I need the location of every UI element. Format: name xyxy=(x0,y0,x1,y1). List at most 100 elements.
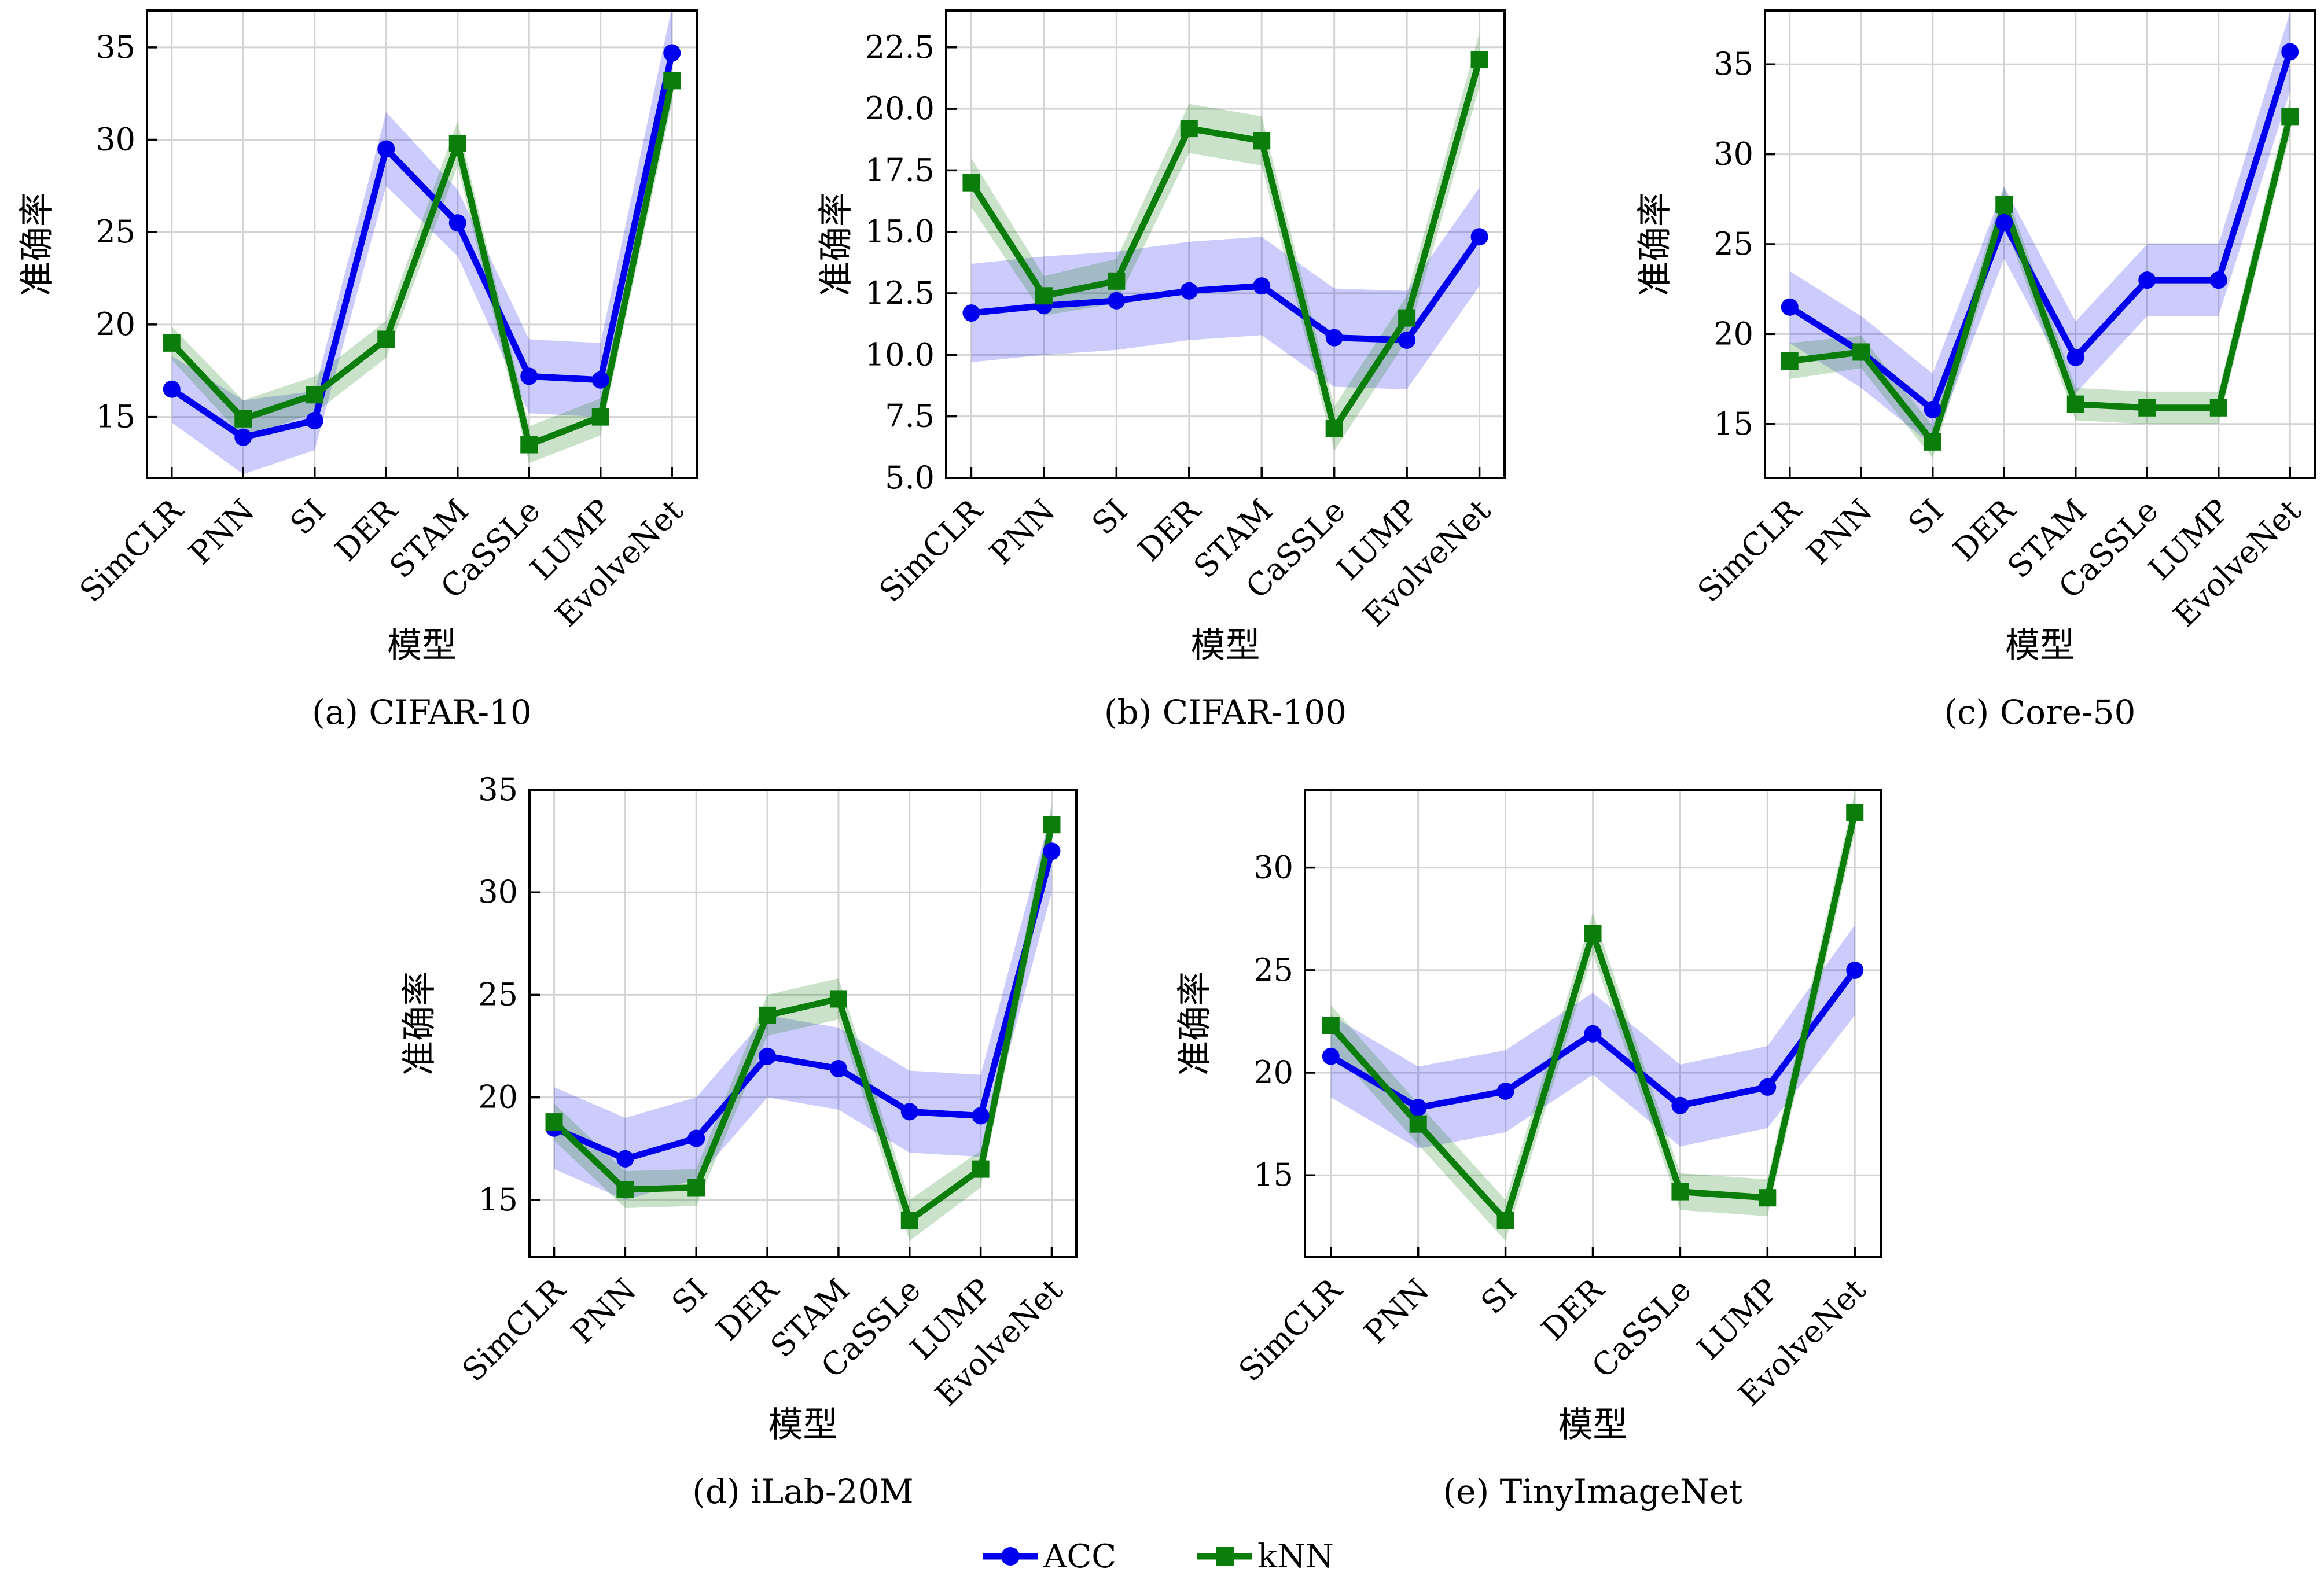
x-axis-title: 模型 xyxy=(768,1405,838,1445)
y-axis-title: 准确率 xyxy=(1635,192,1675,296)
y-tick-label: 17.5 xyxy=(865,152,935,188)
point-knn xyxy=(1325,419,1343,437)
point-acc xyxy=(377,140,395,158)
point-acc xyxy=(1322,1047,1340,1065)
series-line-knn xyxy=(968,58,1483,432)
y-tick-label: 5.0 xyxy=(885,459,935,496)
y-tick-label: 15 xyxy=(95,399,135,435)
y-tick-label: 30 xyxy=(478,874,518,910)
point-knn xyxy=(1924,433,1941,451)
point-acc xyxy=(591,371,609,389)
y-axis-title: 准确率 xyxy=(816,192,856,296)
x-tick-label: SimCLR xyxy=(1690,492,1808,609)
panel-caption: (d) iLab-20M xyxy=(692,1472,913,1511)
point-acc xyxy=(448,214,466,232)
point-knn xyxy=(972,1160,990,1178)
y-tick-label: 35 xyxy=(478,771,518,808)
panel-caption: (e) TinyImageNet xyxy=(1443,1472,1743,1511)
point-knn xyxy=(2138,399,2156,417)
point-acc xyxy=(962,304,980,322)
x-axis-title: 模型 xyxy=(1191,625,1260,666)
point-acc xyxy=(687,1129,705,1147)
point-knn xyxy=(616,1181,634,1199)
point-acc xyxy=(1409,1099,1427,1117)
point-knn xyxy=(448,134,466,152)
x-tick-label: SI xyxy=(665,1272,715,1321)
point-knn xyxy=(1322,1017,1340,1034)
point-knn xyxy=(1995,196,2013,213)
point-acc xyxy=(2138,271,2156,289)
y-tick-label: 20 xyxy=(1713,315,1753,352)
x-tick-label: PNN xyxy=(1800,492,1879,572)
y-tick-label: 12.5 xyxy=(865,275,935,311)
point-acc xyxy=(1781,298,1799,316)
y-axis-title: 准确率 xyxy=(17,192,57,296)
legend-item-knn: kNN xyxy=(1197,1538,1334,1572)
y-tick-label: 22.5 xyxy=(865,29,935,65)
y-tick-label: 20 xyxy=(478,1079,518,1116)
point-knn xyxy=(1253,132,1271,150)
point-knn xyxy=(1035,287,1053,305)
y-tick-label: 15 xyxy=(1713,406,1753,442)
x-tick-label: PNN xyxy=(983,492,1062,572)
point-knn xyxy=(900,1212,918,1229)
point-acc xyxy=(663,44,681,62)
point-acc xyxy=(163,380,181,398)
point-acc xyxy=(1108,292,1126,310)
point-knn xyxy=(1852,343,1870,361)
point-acc xyxy=(1325,329,1343,347)
y-tick-label: 20 xyxy=(1253,1054,1293,1091)
point-acc xyxy=(1043,842,1061,860)
point-knn xyxy=(591,408,609,426)
point-knn xyxy=(520,436,538,454)
point-knn xyxy=(1043,816,1061,834)
y-tick-label: 25 xyxy=(478,976,518,1013)
point-knn xyxy=(234,410,252,428)
point-knn xyxy=(1108,272,1126,290)
legend-label: kNN xyxy=(1257,1538,1334,1572)
point-knn xyxy=(687,1179,705,1197)
point-knn xyxy=(1409,1115,1427,1133)
band-acc xyxy=(171,6,672,474)
point-acc xyxy=(2209,271,2227,289)
x-axis-title: 模型 xyxy=(387,625,457,666)
point-acc xyxy=(900,1103,918,1121)
y-tick-label: 35 xyxy=(95,29,135,65)
panel-caption: (c) Core-50 xyxy=(1944,693,2136,732)
x-tick-label: SI xyxy=(1901,492,1951,542)
series-line-knn xyxy=(551,824,1055,1224)
point-acc xyxy=(1470,228,1488,246)
y-tick-label: 15.0 xyxy=(865,213,935,250)
point-knn xyxy=(2066,395,2084,413)
y-tick-label: 30 xyxy=(95,122,135,158)
point-acc xyxy=(616,1150,634,1168)
x-tick-label: SimCLR xyxy=(455,1271,572,1389)
point-acc xyxy=(306,411,323,429)
x-axis-title: 模型 xyxy=(2005,625,2075,666)
point-knn xyxy=(1846,803,1864,821)
y-axis-title: 准确率 xyxy=(1175,971,1215,1076)
y-tick-label: 20 xyxy=(95,306,135,343)
point-acc xyxy=(1496,1082,1514,1100)
point-acc xyxy=(1995,213,2013,231)
y-tick-label: 35 xyxy=(1713,46,1753,82)
point-acc xyxy=(2066,348,2084,366)
x-tick-label: SimCLR xyxy=(1232,1271,1349,1389)
x-tick-label: DER xyxy=(1535,1271,1612,1348)
point-acc xyxy=(1846,961,1864,979)
point-knn xyxy=(306,386,323,404)
series-line-acc xyxy=(553,850,1055,1162)
x-tick-label: SI xyxy=(283,492,333,542)
point-knn xyxy=(545,1113,563,1131)
y-axis-title: 准确率 xyxy=(399,971,440,1076)
series-line-acc xyxy=(170,52,675,441)
y-tick-label: 15 xyxy=(1253,1157,1293,1193)
series-line-knn xyxy=(1789,116,2293,446)
y-tick-label: 25 xyxy=(1713,226,1753,262)
point-knn xyxy=(2281,108,2299,126)
point-acc xyxy=(1671,1096,1689,1114)
point-acc xyxy=(1924,400,1941,418)
